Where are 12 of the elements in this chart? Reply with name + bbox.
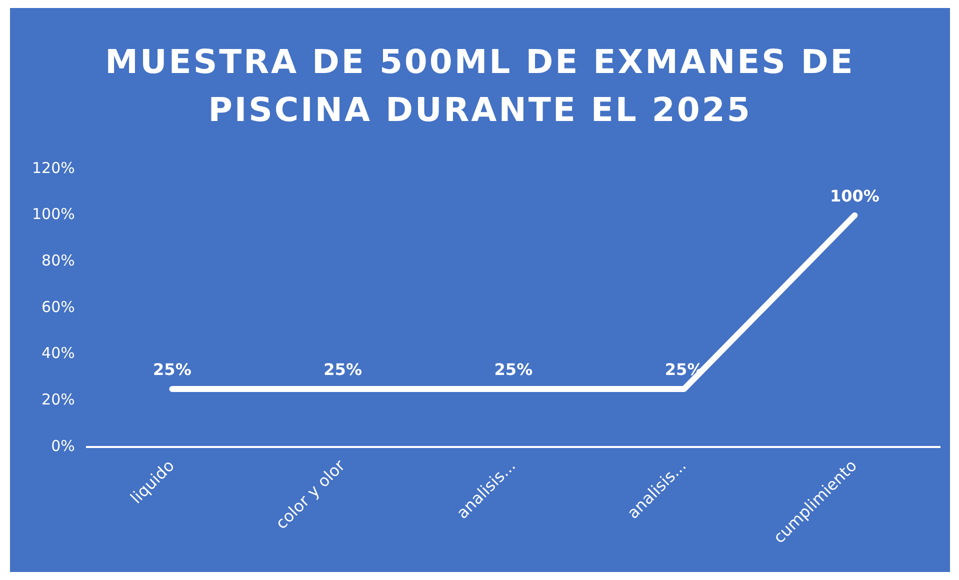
- data-label: 25%: [494, 360, 533, 380]
- y-tick-label: 20%: [42, 390, 75, 408]
- data-label: 25%: [153, 360, 192, 380]
- y-tick-label: 120%: [32, 158, 75, 177]
- y-tick-label: 100%: [32, 205, 75, 224]
- y-tick-label: 80%: [42, 252, 75, 270]
- y-tick-label: 0%: [51, 436, 75, 455]
- y-tick-label: 40%: [42, 344, 75, 362]
- data-label: 25%: [324, 360, 362, 380]
- chart-title: MUESTRA DE 500ML DE EXMANES DE PISCINA DURANTE EL 2025: [104, 41, 856, 131]
- y-tick-label: 60%: [42, 298, 75, 316]
- data-label: 100%: [830, 186, 880, 206]
